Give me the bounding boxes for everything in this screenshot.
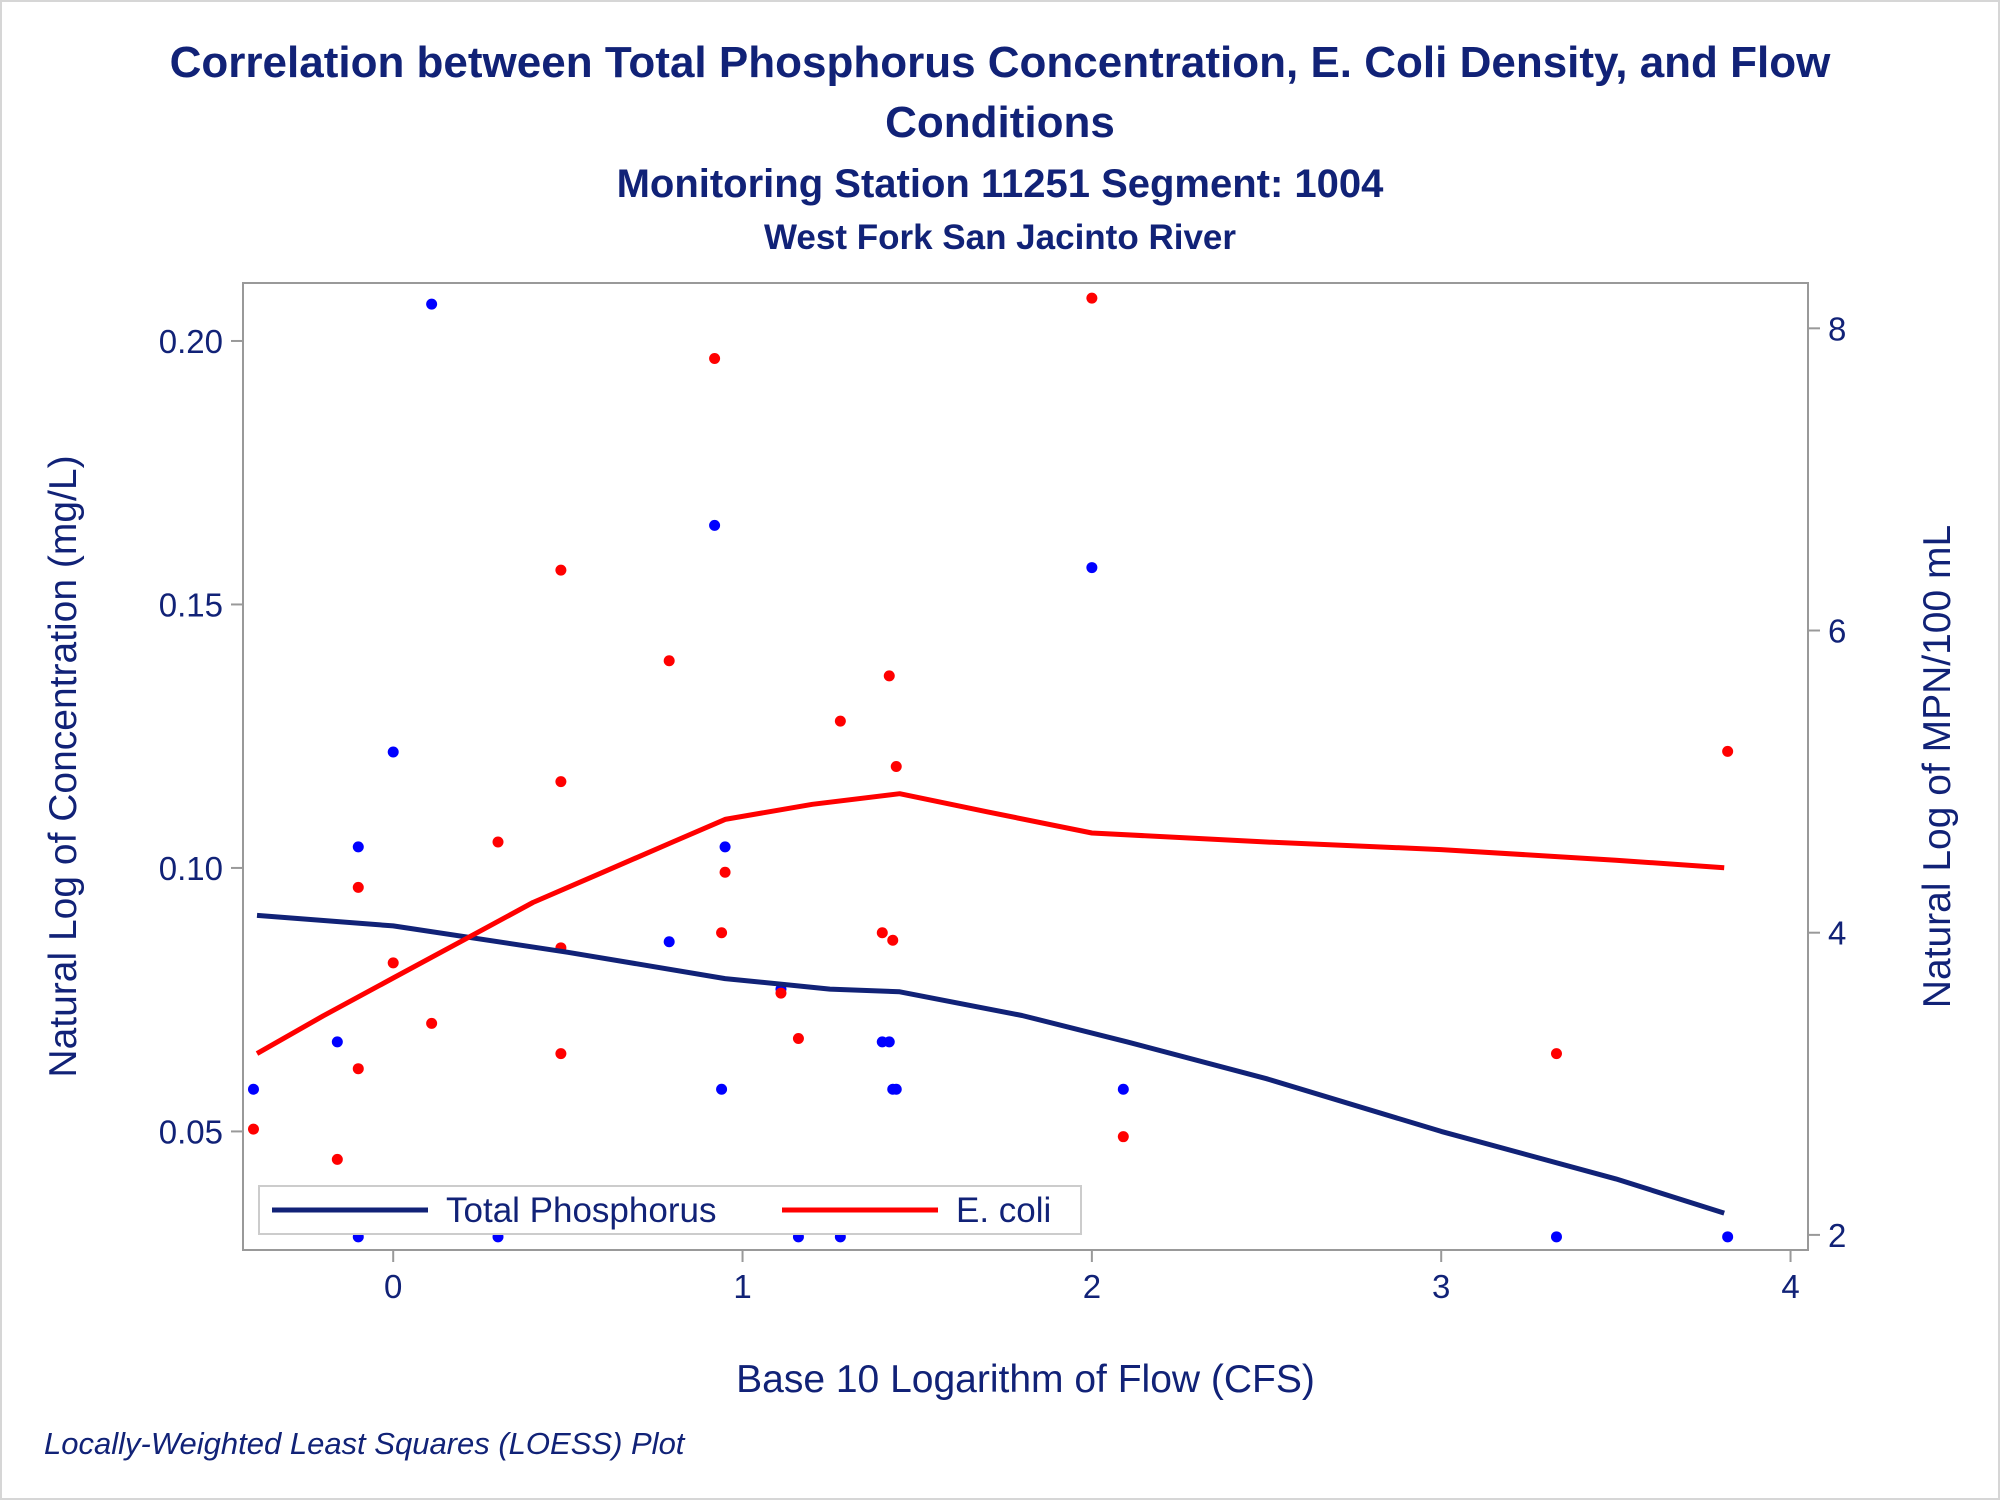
phosphorus-point: [663, 936, 675, 948]
y-left-axis-label: Natural Log of Concentration (mg/L): [42, 455, 85, 1077]
plot-area-frame: [242, 282, 1809, 1251]
ecoli-point: [716, 927, 728, 939]
phosphorus-point: [1117, 1083, 1129, 1095]
legend-box: [258, 1185, 1082, 1235]
x-tick-label: 3: [1432, 1268, 1450, 1305]
chart-title-line1: Correlation between Total Phosphorus Con…: [169, 38, 1831, 87]
ecoli-point: [890, 761, 902, 772]
x-tick-label: 4: [1781, 1268, 1799, 1305]
legend-ecoli-label: E. coli: [956, 1191, 1051, 1230]
ecoli-point: [387, 957, 399, 969]
ecoli-point: [834, 715, 846, 727]
phosphorus-point: [387, 746, 399, 758]
chart-title-line2: Conditions: [885, 98, 1115, 147]
legend: Total Phosphorus E. coli: [258, 1185, 1082, 1235]
phosphorus-point: [719, 841, 731, 853]
ecoli-point: [492, 836, 504, 848]
ecoli-loess-line: [255, 791, 1725, 1056]
loess-lines: [255, 791, 1725, 1216]
y-right-tick-label: 4: [1828, 915, 1846, 952]
phosphorus-point: [890, 1083, 902, 1095]
ecoli-point: [426, 1017, 438, 1029]
ecoli-point: [1550, 1048, 1562, 1060]
phosphorus-point: [1722, 1231, 1734, 1243]
ecoli-point: [247, 1123, 259, 1135]
chart-subtitle-station: Monitoring Station 11251 Segment: 1004: [616, 162, 1384, 206]
ecoli-point: [331, 1153, 343, 1165]
y-right-tick-label: 8: [1828, 310, 1846, 347]
y-left-tick-label: 0.10: [159, 850, 223, 887]
phosphorus-point: [1550, 1231, 1562, 1243]
ecoli-point: [719, 866, 731, 878]
chart-subtitle-river: West Fork San Jacinto River: [763, 218, 1236, 257]
phosphorus-point: [709, 519, 721, 531]
y-right-tick-label: 6: [1828, 613, 1846, 650]
phosphorus-loess-line: [256, 912, 1725, 1216]
ecoli-points: [247, 292, 1734, 1165]
phosphorus-point: [716, 1083, 728, 1095]
ecoli-point: [1086, 292, 1098, 304]
phosphorus-point: [1086, 562, 1098, 574]
x-tick-label: 2: [1083, 1268, 1101, 1305]
ecoli-point: [883, 670, 895, 682]
phosphorus-point: [331, 1036, 343, 1048]
ecoli-point: [709, 353, 721, 365]
ecoli-point: [352, 1063, 364, 1075]
ecoli-point: [876, 927, 888, 939]
footnote: Locally-Weighted Least Squares (LOESS) P…: [44, 1426, 685, 1461]
ecoli-point: [555, 564, 567, 576]
x-tick-label: 0: [384, 1268, 402, 1305]
ecoli-point: [887, 934, 899, 946]
ecoli-point: [555, 1048, 567, 1060]
ecoli-point: [792, 1032, 804, 1044]
phosphorus-points: [247, 298, 1734, 1243]
y-right-tick-label: 2: [1828, 1217, 1846, 1254]
phosphorus-point: [883, 1036, 895, 1048]
phosphorus-point: [352, 841, 364, 853]
ecoli-point: [352, 881, 364, 893]
ecoli-point: [775, 987, 787, 999]
ecoli-point: [1722, 745, 1734, 757]
phosphorus-point: [426, 298, 438, 310]
legend-phosphorus-label: Total Phosphorus: [446, 1191, 716, 1230]
x-axis-label: Base 10 Logarithm of Flow (CFS): [736, 1358, 1315, 1401]
y-left-tick-label: 0.20: [159, 323, 223, 360]
ecoli-point: [663, 655, 675, 667]
x-tick-label: 1: [733, 1268, 751, 1305]
ecoli-point: [1117, 1131, 1129, 1143]
phosphorus-point: [247, 1083, 259, 1095]
y-right-axis-label: Natural Log of MPN/100 mL: [1916, 525, 1959, 1008]
y-left-tick-label: 0.15: [159, 586, 223, 623]
y-left-tick-label: 0.05: [159, 1113, 223, 1150]
ecoli-point: [555, 776, 567, 788]
